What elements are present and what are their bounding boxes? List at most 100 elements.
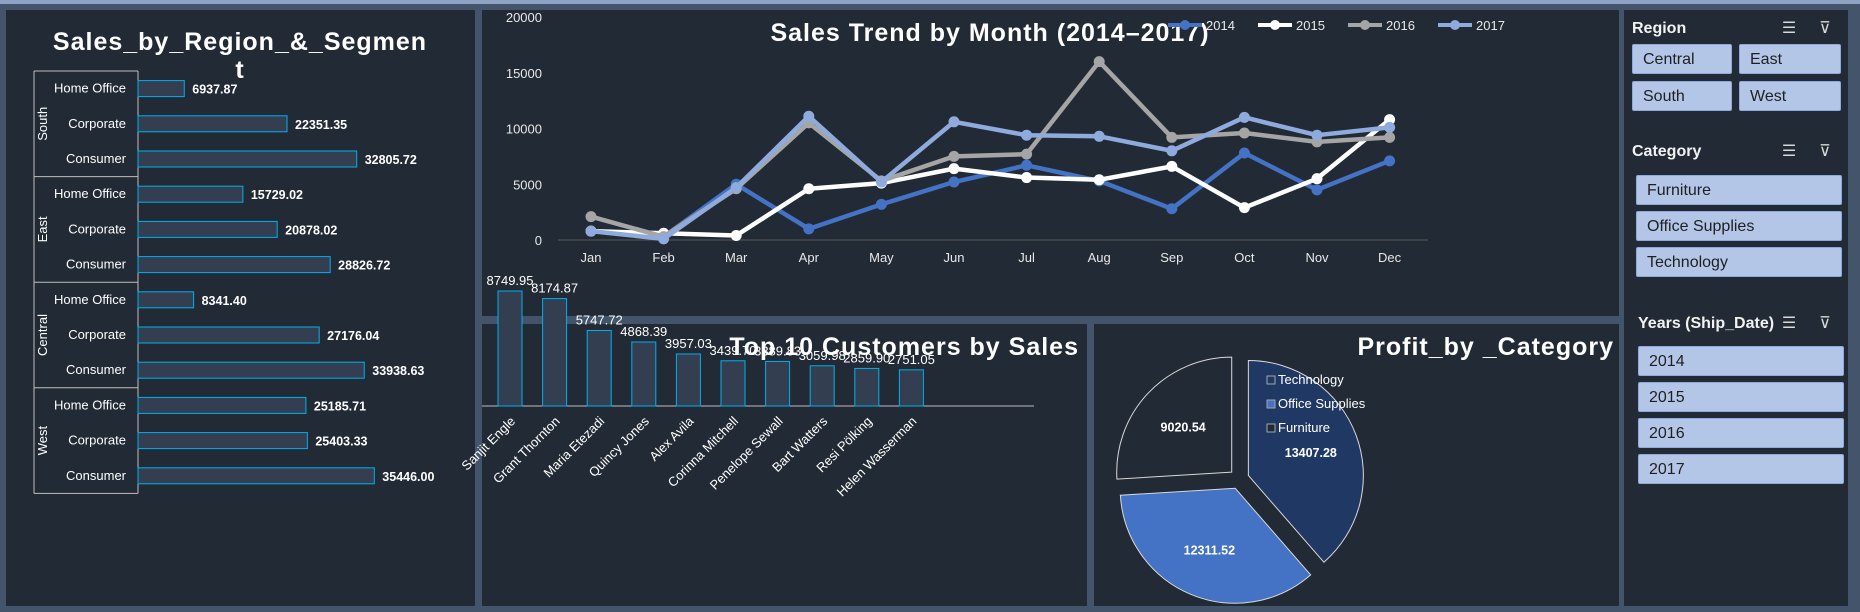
- region-bar-value: 35446.00: [382, 470, 434, 484]
- region-label: South: [35, 107, 50, 141]
- customer-bar: [542, 298, 568, 407]
- trend-point-2017: [1093, 130, 1105, 142]
- trend-point-2017: [1384, 121, 1396, 133]
- segment-label: Home Office: [54, 186, 126, 201]
- pie-group: 13407.28 12311.52 9020.54 Technology Office …: [1116, 356, 1366, 604]
- customer-bar: [586, 329, 612, 407]
- region-bar-value: 20878.02: [285, 223, 337, 237]
- slicer-item-2015[interactable]: 2015: [1638, 382, 1844, 412]
- trend-point-2015: [948, 163, 960, 175]
- clear-filter-icon[interactable]: ⊽: [1819, 143, 1831, 160]
- customer-bar: [854, 367, 880, 407]
- slicer-panel: Region ☰ ⊽ Central East South West Categ…: [1624, 10, 1848, 606]
- segment-label: Consumer: [66, 468, 127, 483]
- region-bar: [137, 432, 308, 450]
- profit-by-category-chart[interactable]: Profit_by _Category 13407.28 12311.52 9020…: [1094, 324, 1619, 606]
- multi-select-icon[interactable]: ☰: [1781, 143, 1797, 160]
- multi-select-icon[interactable]: ☰: [1781, 315, 1797, 332]
- trend-y-tick: 20000: [506, 10, 542, 25]
- region-bar-value: 8341.40: [202, 294, 247, 308]
- trend-point-2014: [1238, 147, 1250, 159]
- region-label: West: [35, 426, 50, 456]
- top-customers-chart[interactable]: Top 10 Customers by Sales 8749.95 Sanjit …: [458, 273, 1087, 606]
- pie-slice-label: 9020.54: [1161, 420, 1206, 434]
- legend-label: Furniture: [1278, 420, 1330, 435]
- slicer-item-technology[interactable]: Technology: [1636, 247, 1842, 277]
- trend-point-2015: [1311, 173, 1323, 185]
- legend-marker-2014: [1180, 20, 1190, 30]
- trend-y-tick: 0: [535, 233, 542, 248]
- trend-y-tick: 15000: [506, 66, 542, 81]
- trend-point-2017: [948, 116, 960, 128]
- trend-point-2016: [1021, 148, 1033, 160]
- customer-bar-value: 3389.83: [754, 343, 801, 358]
- legend-swatch: [1266, 399, 1276, 409]
- trend-point-2015: [1021, 172, 1033, 184]
- customer-bar-value: 8174.87: [531, 281, 578, 296]
- trend-x-tick: Jan: [581, 250, 602, 265]
- slicer-item-2016[interactable]: 2016: [1638, 418, 1844, 448]
- region-slicer-title: Region: [1632, 20, 1687, 37]
- slicer-item-office-supplies[interactable]: Office Supplies: [1636, 211, 1842, 241]
- customer-bar: [898, 369, 924, 407]
- clear-filter-icon[interactable]: ⊽: [1819, 315, 1831, 332]
- region-label: Central: [35, 314, 50, 356]
- region-chart-svg: Sales_by_Region_&_Segmen t South Home Off…: [33, 28, 434, 494]
- segment-label: Consumer: [66, 257, 127, 272]
- trend-point-2015: [730, 230, 742, 242]
- customer-bar-value: 3059.98: [799, 348, 846, 363]
- trend-x-tick: Jul: [1018, 250, 1035, 265]
- pie-slice-technology: [1247, 359, 1364, 563]
- trend-x-tick: Dec: [1378, 250, 1402, 265]
- trend-x-tick: Feb: [652, 250, 674, 265]
- region-bar-value: 25403.33: [315, 435, 367, 449]
- slicer-item-2017[interactable]: 2017: [1638, 454, 1844, 484]
- customer-bar-value: 8749.95: [487, 273, 534, 288]
- sales-trend-chart[interactable]: Sales Trend by Month (2014–2017) 0 5000 10…: [482, 10, 1619, 316]
- slicer-item-central[interactable]: Central: [1632, 44, 1732, 74]
- trend-point-2014: [1384, 155, 1396, 167]
- years-slicer-title: Years (Ship_Date): [1638, 315, 1775, 332]
- trend-x-tick: Nov: [1305, 250, 1329, 265]
- slicer-item-south[interactable]: South: [1632, 81, 1732, 111]
- segment-label: Consumer: [66, 151, 127, 166]
- category-slicer-title: Category: [1632, 143, 1702, 160]
- slicer-item-east[interactable]: East: [1739, 44, 1841, 74]
- segment-label: Consumer: [66, 362, 127, 377]
- region-bar-value: 6937.87: [192, 83, 237, 97]
- trend-series-line-2016: [590, 59, 1390, 239]
- region-bar: [137, 326, 320, 344]
- slicer-item-2014[interactable]: 2014: [1638, 346, 1844, 376]
- trend-point-2014: [875, 198, 887, 210]
- top-customers-svg: Top 10 Customers by Sales 8749.95Sanjit …: [458, 273, 1078, 499]
- trend-point-2015: [803, 183, 815, 195]
- trend-point-2017: [803, 110, 815, 122]
- trend-x-tick: Jun: [944, 250, 965, 265]
- trend-x-tick: Oct: [1234, 250, 1255, 265]
- region-bar: [137, 467, 375, 485]
- trend-point-2014: [1311, 184, 1323, 196]
- segment-label: Corporate: [68, 221, 126, 236]
- legend-label-2015: 2015: [1296, 18, 1325, 33]
- legend-marker-2016: [1360, 20, 1370, 30]
- region-bar: [137, 291, 195, 309]
- clear-filter-icon[interactable]: ⊽: [1819, 20, 1831, 37]
- trend-point-2014: [803, 223, 815, 235]
- trend-point-2016: [1166, 131, 1178, 143]
- trend-point-2017: [585, 225, 597, 237]
- trend-chart-svg: Sales Trend by Month (2014–2017) 0 5000 10…: [506, 10, 1505, 265]
- segment-label: Home Office: [54, 81, 126, 96]
- trend-y-tick: 5000: [513, 177, 542, 192]
- slicer-item-furniture[interactable]: Furniture: [1636, 175, 1842, 205]
- multi-select-icon[interactable]: ☰: [1781, 20, 1797, 37]
- trend-x-tick: Apr: [799, 250, 820, 265]
- region-bar-value: 32805.72: [365, 153, 417, 167]
- region-bar: [137, 150, 358, 168]
- region-label: East: [35, 216, 50, 242]
- slicer-item-west[interactable]: West: [1739, 81, 1841, 111]
- customer-bar-value: 5747.72: [576, 312, 623, 327]
- pie-slice-label: 12311.52: [1184, 544, 1235, 558]
- trend-point-2015: [1093, 174, 1105, 186]
- sales-by-region-segment-chart[interactable]: Sales_by_Region_&_Segmen t South Home Off…: [6, 10, 475, 606]
- trend-point-2015: [1166, 160, 1178, 172]
